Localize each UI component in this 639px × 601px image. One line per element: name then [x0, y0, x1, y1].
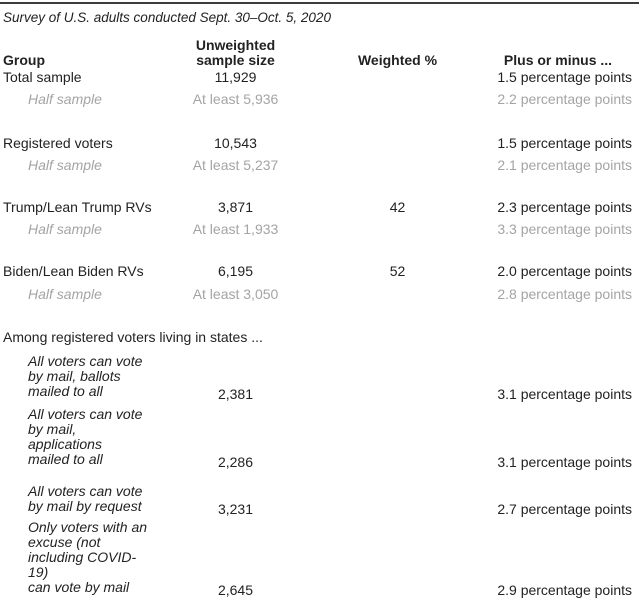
moe-cell: 2.8 percentage points — [497, 286, 632, 302]
moe-cell: 3.1 percentage points — [497, 386, 632, 402]
top-rule — [0, 2, 639, 4]
group-line: All voters can vote — [28, 406, 143, 422]
weighted-cell — [318, 287, 477, 302]
table-row-excuse-required: Only voters with an excuse (not includin… — [0, 520, 639, 598]
weighted-cell: 42 — [389, 199, 406, 215]
group-cell: Half sample — [28, 286, 102, 302]
group-cell: Half sample — [28, 157, 102, 173]
table-row-vote-by-mail-ballots: All voters can vote by mail, ballots mai… — [0, 354, 639, 402]
group-line: by mail, applications — [28, 421, 102, 452]
moe-cell: 2.3 percentage points — [497, 199, 632, 215]
group-cell: Half sample — [28, 91, 102, 107]
moe-cell: 2.1 percentage points — [497, 157, 632, 173]
table-row-half-sample: Half sample At least 3,050 2.8 percentag… — [0, 287, 639, 302]
weighted-cell — [318, 222, 477, 237]
weighted-cell — [318, 70, 477, 85]
table-row-half-sample: Half sample At least 5,936 2.2 percentag… — [0, 92, 639, 107]
table-row-registered-voters: Registered voters 10,543 1.5 percentage … — [0, 136, 639, 151]
group-cell: Only voters with an excuse (not includin… — [0, 520, 153, 595]
sample-size-cell: 2,645 — [217, 582, 254, 598]
group-line: by mail by request — [28, 498, 142, 514]
group-line: All voters can vote — [28, 483, 143, 499]
group-cell: Total sample — [3, 69, 82, 85]
weighted-cell — [318, 136, 477, 151]
group-cell: All voters can vote by mail, application… — [0, 407, 153, 467]
table-row-half-sample: Half sample At least 1,933 3.3 percentag… — [0, 222, 639, 237]
table-title: Survey of U.S. adults conducted Sept. 30… — [3, 10, 331, 25]
sample-size-cell: 2,381 — [217, 386, 254, 402]
moe-cell: 2.2 percentage points — [497, 91, 632, 107]
sample-size-cell: 6,195 — [217, 263, 254, 279]
table-row-total-sample: Total sample 11,929 1.5 percentage point… — [0, 70, 639, 85]
column-header-sample-size-line1: Unweighted — [195, 37, 276, 53]
sample-size-cell: 3,871 — [217, 199, 254, 215]
group-cell: All voters can vote by mail by request — [0, 484, 153, 514]
table-row-vote-by-mail-request: All voters can vote by mail by request 3… — [0, 484, 639, 517]
moe-cell: 2.9 percentage points — [497, 582, 632, 598]
sample-size-cell: At least 5,237 — [192, 157, 279, 173]
weighted-cell — [318, 158, 477, 173]
column-header-weighted: Weighted % — [357, 52, 438, 68]
moe-cell: 3.3 percentage points — [497, 221, 632, 237]
column-header-sample-size-line2: sample size — [196, 52, 275, 68]
sample-size-cell: At least 5,936 — [192, 91, 279, 107]
table-row-biden-rvs: Biden/Lean Biden RVs 6,195 52 2.0 percen… — [0, 264, 639, 279]
column-header-sample-size: Unweighted sample size — [153, 38, 318, 68]
weighted-cell: 52 — [389, 263, 406, 279]
moe-cell: 2.0 percentage points — [497, 263, 632, 279]
sample-size-cell: At least 3,050 — [192, 286, 279, 302]
group-line: can vote by mail — [28, 579, 130, 595]
table-row-trump-rvs: Trump/Lean Trump RVs 3,871 42 2.3 percen… — [0, 200, 639, 215]
group-line: by mail, ballots — [28, 368, 121, 384]
group-line: excuse (not — [28, 534, 101, 550]
group-cell: Registered voters — [3, 135, 113, 151]
sample-size-cell: At least 1,933 — [192, 221, 279, 237]
group-cell: Trump/Lean Trump RVs — [3, 199, 152, 215]
moe-cell: 1.5 percentage points — [497, 135, 632, 151]
column-header-moe: Plus or minus ... — [503, 52, 613, 68]
table-row-half-sample: Half sample At least 5,237 2.1 percentag… — [0, 158, 639, 173]
group-line: including COVID-19) — [28, 549, 137, 580]
group-line: All voters can vote — [28, 353, 143, 369]
section-header: Among registered voters living in states… — [3, 329, 263, 345]
sample-size-cell: 11,929 — [214, 69, 257, 85]
sample-size-cell: 3,231 — [217, 501, 254, 517]
table-header-row: Group Unweighted sample size Weighted % … — [0, 38, 639, 68]
group-line: Only voters with an — [28, 519, 148, 535]
sample-size-cell: 2,286 — [217, 454, 254, 470]
moe-cell: 1.5 percentage points — [497, 69, 632, 85]
moe-cell: 2.7 percentage points — [497, 501, 632, 517]
group-cell: Half sample — [28, 221, 102, 237]
group-line: mailed to all — [28, 451, 103, 467]
moe-cell: 3.1 percentage points — [497, 454, 632, 470]
column-header-group: Group — [3, 52, 45, 68]
group-line: mailed to all — [28, 383, 103, 399]
sample-size-cell: 10,543 — [214, 135, 257, 151]
group-cell: All voters can vote by mail, ballots mai… — [0, 354, 153, 399]
weighted-cell — [318, 92, 477, 107]
group-cell: Biden/Lean Biden RVs — [3, 263, 144, 279]
table-row-vote-by-mail-applications: All voters can vote by mail, application… — [0, 407, 639, 470]
